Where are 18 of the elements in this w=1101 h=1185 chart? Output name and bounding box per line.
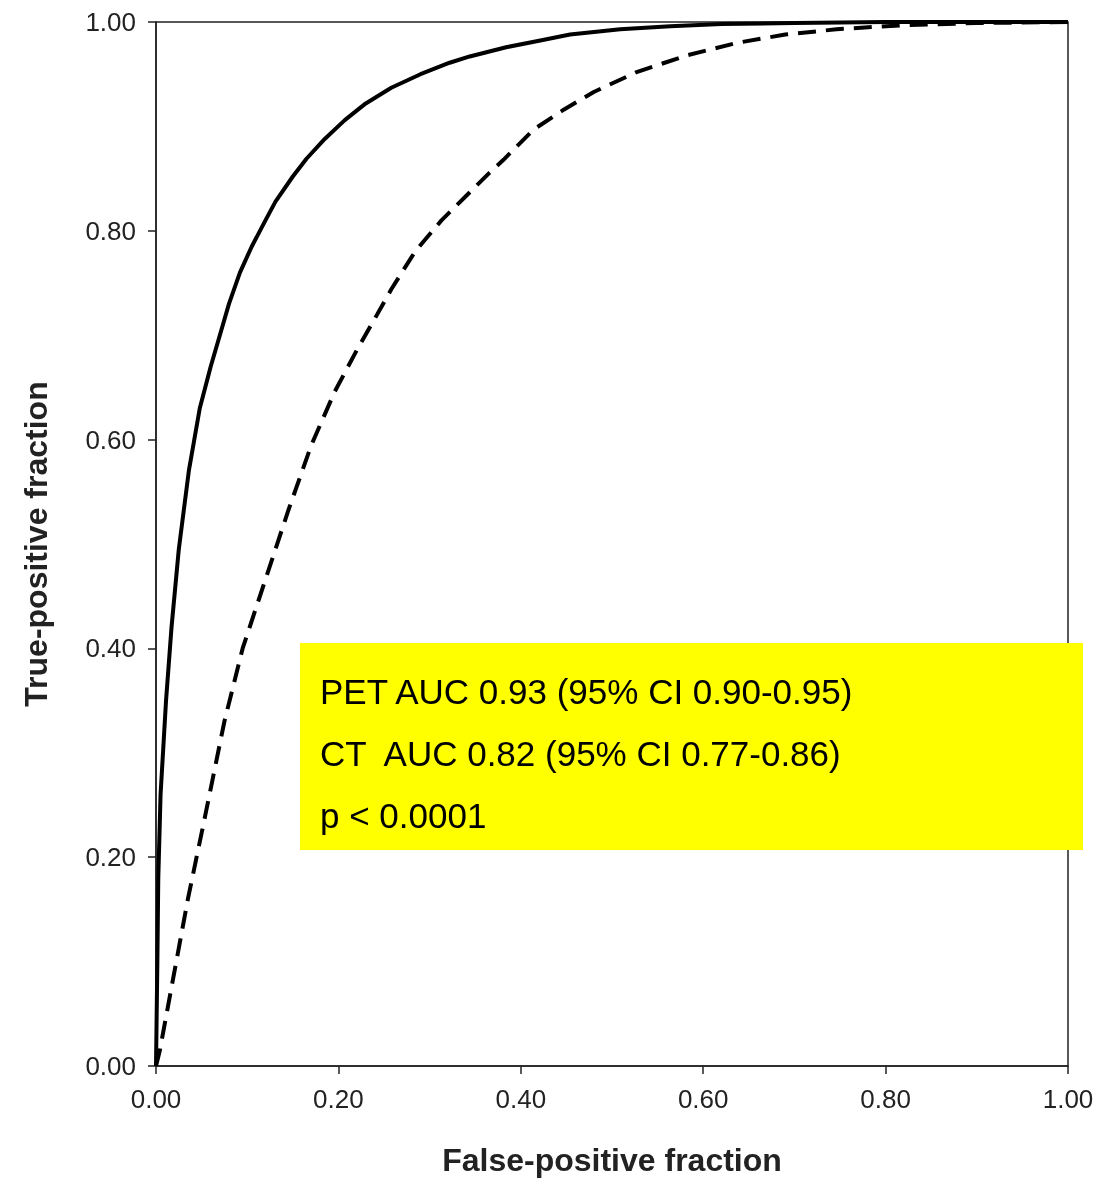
annotation: PET AUC 0.93 (95% CI 0.90-0.95) <box>320 671 854 713</box>
annotation: CT AUC 0.82 (95% CI 0.77-0.86) <box>320 733 842 775</box>
y-tick-label: 0.00 <box>85 1051 136 1081</box>
x-tick-label: 0.80 <box>860 1084 911 1114</box>
x-tick-label: 0.00 <box>130 1084 182 1114</box>
y-tick-label: 1.00 <box>85 7 136 37</box>
y-tick-label: 0.20 <box>85 842 136 873</box>
y-tick-label: 0.60 <box>85 424 136 455</box>
x-tick-label: 0.20 <box>313 1084 364 1114</box>
x-tick-label: 0.60 <box>677 1084 729 1114</box>
y-axis-title: True-positive fraction <box>18 381 54 707</box>
x-tick-label: 1.00 <box>1042 1084 1094 1114</box>
x-axis-title: False-positive fraction <box>442 1142 782 1178</box>
annotation: p < 0.0001 <box>320 795 488 837</box>
note-box: PET AUC 0.93 (95% CI 0.90-0.95) CT AUC 0.82 (95% CI 0.77-0.86) p < 0.0001 <box>300 643 1083 850</box>
y-tick-label: 0.80 <box>85 215 136 246</box>
x-tick-label: 0.40 <box>495 1084 547 1114</box>
y-tick-label: 0.40 <box>85 633 136 664</box>
